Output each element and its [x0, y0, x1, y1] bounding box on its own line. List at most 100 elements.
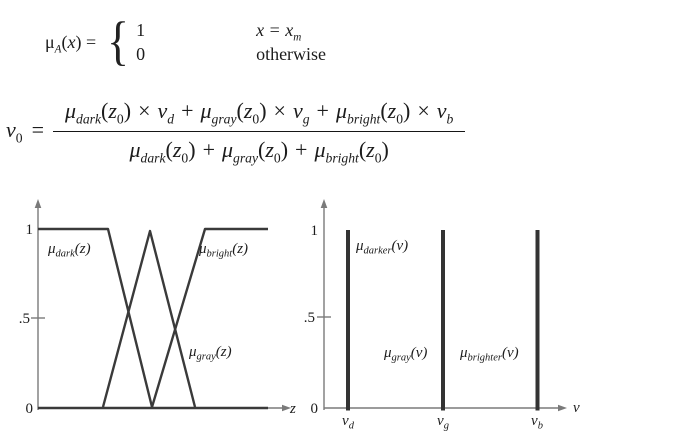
- mu-dark-label: μdark(z): [47, 241, 91, 260]
- condition-text: x = x: [256, 20, 294, 40]
- right-ytick-0: 0: [311, 401, 319, 417]
- value-subscript: d: [167, 111, 175, 127]
- right-graph: 1 .5 0 μdarker(v) μgray(v) μbrighter(v) …: [304, 199, 580, 432]
- case-value: 1: [136, 20, 146, 40]
- paren-open: (: [236, 98, 244, 123]
- mu-symbol: μ: [45, 31, 55, 52]
- paren-open: (: [165, 137, 173, 162]
- times-operator: ×: [138, 98, 151, 123]
- equation2-lhs: v0: [6, 117, 23, 146]
- arg-variable: z: [265, 137, 274, 162]
- times-operator: ×: [417, 98, 430, 123]
- equation1-lhs: μA(x) =: [45, 31, 97, 56]
- membership-plots: 1 .5 0 μdark(z) μbright(z) μgray(z) z 1 …: [19, 199, 580, 432]
- condition-subscript: m: [293, 31, 302, 44]
- arg-subscript: 0: [116, 111, 124, 127]
- paren-open: (: [380, 98, 388, 123]
- denominator-term-bright: μbright(z0): [314, 137, 389, 166]
- mu-subscript: bright: [347, 111, 381, 127]
- numerator-term-bright: μbright(z0) × vb: [335, 98, 453, 127]
- arg-subscript: 0: [374, 150, 382, 166]
- v0-subscript: 0: [15, 130, 23, 146]
- arg-subscript: 0: [396, 111, 404, 127]
- mu-symbol: μ: [47, 241, 56, 257]
- paren-close: ): [280, 137, 289, 162]
- arg-variable: z: [366, 137, 375, 162]
- defuzzification-equation: v0 = μdark(z0) × vd + μgray(z0) × vg + μbrig…: [6, 97, 466, 166]
- case-condition: x = xm: [256, 18, 302, 44]
- value-variable: v: [292, 98, 303, 123]
- mu-subscript: dark: [56, 249, 76, 260]
- arg-variable: z: [108, 98, 117, 123]
- paren-close: ): [403, 98, 411, 123]
- paren-open: (: [61, 31, 68, 52]
- vg-tick-label: vg: [437, 413, 449, 432]
- mu-symbol: μ: [355, 238, 364, 254]
- paren-close: ): [259, 98, 267, 123]
- equals-sign: =: [31, 117, 44, 142]
- right-ytick-1: 1: [311, 223, 319, 239]
- point-membership-equation: μA(x) = { 1 x = xm 0 otherwise: [45, 14, 326, 70]
- mu-subscript: bright: [207, 249, 234, 260]
- mu-subscript: bright: [325, 150, 359, 166]
- defuzz-numerator: μdark(z0) × vd + μgray(z0) × vg + μbright(z0…: [53, 97, 466, 132]
- arg-variable: z: [243, 98, 253, 123]
- arg-subscript: 0: [181, 150, 189, 166]
- plus-operator: +: [295, 137, 308, 162]
- arg-subscript: 0: [252, 111, 260, 127]
- tick-subscript: g: [444, 421, 449, 432]
- mu-dark-curve: [38, 227, 154, 408]
- curly-brace: {: [107, 11, 130, 71]
- mu-symbol: μ: [459, 345, 468, 361]
- numerator-term-gray: μgray(z0) × vg: [200, 98, 310, 127]
- mu-subscript: A: [54, 43, 62, 56]
- mu-symbol: μ: [314, 137, 326, 162]
- mu-subscript: dark: [140, 150, 166, 166]
- vb-tick-label: vb: [531, 413, 543, 432]
- plus-operator: +: [181, 98, 194, 123]
- case-rows: 1 x = xm 0 otherwise: [136, 18, 326, 66]
- plus-operator: +: [202, 137, 215, 162]
- mu-bright-curve: [150, 227, 268, 408]
- tick-variable: v: [342, 413, 349, 429]
- times-operator: ×: [273, 98, 286, 123]
- mu-subscript: gray: [211, 111, 237, 127]
- condition-text: otherwise: [256, 44, 327, 64]
- mu-subscript: gray: [233, 150, 259, 166]
- case-value: 0: [136, 44, 146, 64]
- paren-open: (: [258, 137, 266, 162]
- defuzz-denominator: μdark(z0) + μgray(z0) + μbright(z0): [129, 132, 389, 166]
- numerator-term-dark: μdark(z0) × vd: [65, 98, 175, 127]
- value-variable: v: [436, 98, 447, 123]
- left-ytick-1: 1: [26, 222, 34, 238]
- mu-symbol: μ: [335, 98, 348, 123]
- mu-argument: (z): [216, 344, 232, 360]
- mu-bright-label: μbright(z): [198, 241, 248, 260]
- value-subscript: g: [302, 111, 310, 127]
- case-row-one: 1 x = xm: [136, 18, 326, 44]
- arg-subscript: 0: [273, 150, 281, 166]
- tick-subscript: b: [538, 421, 543, 432]
- mu-symbol: μ: [65, 98, 77, 123]
- paren-close: ): [188, 137, 196, 162]
- right-y-axis-arrow-icon: [320, 199, 328, 208]
- mu-symbol: μ: [198, 241, 207, 257]
- mu-argument: (v): [411, 345, 428, 361]
- case-condition: otherwise: [256, 42, 326, 66]
- fraction: μdark(z0) × vd + μgray(z0) × vg + μbright(z0…: [53, 97, 466, 166]
- paren-close: ): [123, 98, 132, 123]
- left-y-axis-arrow-icon: [34, 199, 42, 208]
- left-xaxis-label: z: [289, 401, 296, 417]
- paren-open: (: [101, 98, 109, 123]
- mu-subscript: gray: [392, 353, 412, 364]
- mu-gray-curve: [101, 229, 197, 408]
- denominator-term-dark: μdark(z0): [129, 137, 196, 166]
- tick-variable: v: [531, 413, 538, 429]
- mu-argument: (z): [232, 241, 248, 257]
- mu-symbol: μ: [129, 137, 141, 162]
- mu-argument: (z): [75, 241, 91, 257]
- arg-variable: z: [387, 98, 397, 123]
- mu-gray-output-label: μgray(v): [383, 345, 427, 364]
- equals-sign: ) =: [75, 31, 97, 52]
- paren-close: ): [381, 137, 389, 162]
